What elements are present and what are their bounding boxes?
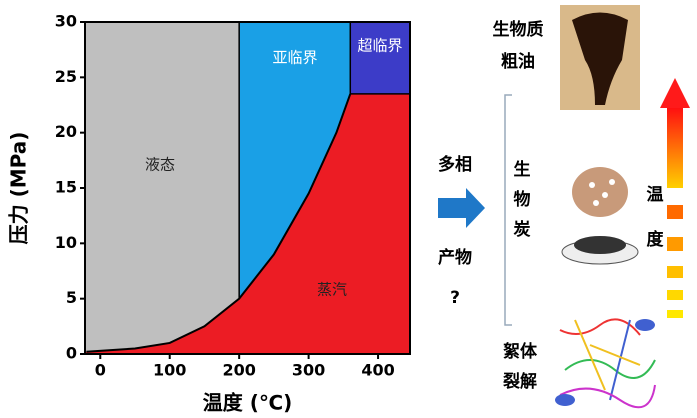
boundary-curve xyxy=(86,93,352,353)
products-label: 多相 xyxy=(438,154,472,175)
y-tick-label: 15 xyxy=(55,178,77,197)
biochar-icon xyxy=(561,167,639,265)
products-label: ? xyxy=(450,288,460,308)
y-tick-label: 0 xyxy=(66,344,77,363)
x-axis-label: 温度 (℃) xyxy=(203,391,292,415)
temp-label: 度 xyxy=(647,229,665,250)
temp-step xyxy=(667,205,683,219)
y-tick-label: 10 xyxy=(55,233,77,252)
oil-label: 生物质 xyxy=(493,19,544,40)
region-liquid xyxy=(85,22,240,354)
char-label: 物 xyxy=(514,189,531,210)
char-label: 生 xyxy=(514,159,531,180)
region-label: 超临界 xyxy=(357,37,402,55)
x-tick-label: 0 xyxy=(95,361,106,380)
bracket xyxy=(504,94,512,326)
temp-label: 温 xyxy=(647,185,664,205)
x-tick-label: 300 xyxy=(292,361,325,380)
region-label: 蒸汽 xyxy=(317,281,347,299)
y-tick-label: 25 xyxy=(55,67,77,86)
y-axis-label: 压力 (MPa) xyxy=(7,132,31,245)
temp-step xyxy=(667,290,683,300)
x-tick-label: 400 xyxy=(361,361,394,380)
x-tick-label: 200 xyxy=(222,361,255,380)
floc-icon xyxy=(555,318,656,409)
temp-arrow xyxy=(660,78,690,108)
boundary-line xyxy=(349,22,410,95)
y-tick-label: 30 xyxy=(55,12,77,31)
oil-pour xyxy=(572,12,628,105)
floc-label: 絮体 xyxy=(503,341,538,362)
char-label: 炭 xyxy=(514,219,531,240)
y-tick-label: 20 xyxy=(55,122,77,141)
products-label: 产物 xyxy=(438,247,472,268)
temp-step xyxy=(667,266,683,278)
oil-label: 粗油 xyxy=(501,51,535,72)
floc-label: 裂解 xyxy=(502,371,537,392)
region-label: 液态 xyxy=(145,156,175,174)
x-tick-label: 100 xyxy=(153,361,186,380)
y-tick-label: 5 xyxy=(66,288,77,307)
region-label: 亚临界 xyxy=(272,49,317,67)
region-subcritical xyxy=(239,22,351,299)
temp-step xyxy=(667,310,683,318)
temp-step xyxy=(667,237,683,251)
arrow xyxy=(438,188,485,228)
region-supercritical xyxy=(350,22,410,94)
temp-bar xyxy=(667,108,683,188)
